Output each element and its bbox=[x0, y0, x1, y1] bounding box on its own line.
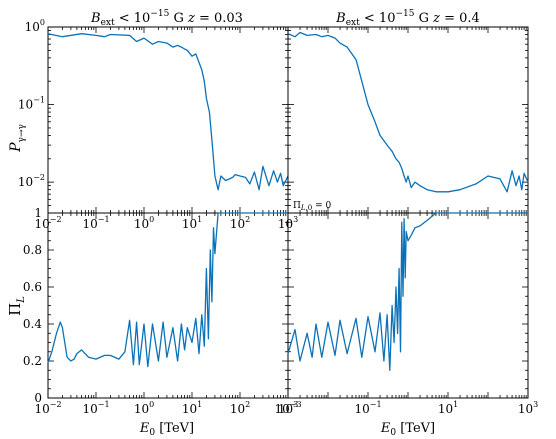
plot-frame bbox=[47, 26, 289, 214]
x-tick-label: 102 bbox=[230, 400, 250, 416]
x-tick-label: 10−2 bbox=[34, 215, 61, 231]
plot-frame bbox=[287, 26, 529, 214]
panel-top-right bbox=[287, 26, 529, 214]
series-line-top-right bbox=[287, 31, 529, 193]
x-tick-label: 10−1 bbox=[82, 215, 109, 231]
x-tick-label: 10−1 bbox=[82, 400, 109, 416]
x-tick-label: 101 bbox=[182, 215, 202, 231]
x-tick-label: 10−3 bbox=[274, 400, 301, 416]
y-tick-label: 100 bbox=[25, 18, 45, 34]
ylabel-bottom: ΠL bbox=[6, 296, 27, 316]
y-tick-label: 0.4 bbox=[23, 317, 42, 331]
y-tick-label: 0.8 bbox=[23, 243, 42, 257]
series-line-top-left bbox=[47, 33, 289, 191]
y-tick-label: 0.6 bbox=[23, 280, 42, 294]
x-tick-label: 103 bbox=[278, 215, 298, 231]
series-line-bottom-left bbox=[47, 212, 288, 368]
y-tick-label: 10−2 bbox=[18, 173, 45, 189]
y-tick-label: 1 bbox=[34, 206, 42, 220]
panel-top-left: 10−2 10−1 100 101 102 103 10−2 10−1 100 bbox=[18, 18, 298, 231]
x-tick-label: 102 bbox=[230, 215, 250, 231]
y-tick-label: 0.2 bbox=[23, 354, 42, 368]
panel-bottom-right: 10−3 10−1 101 103 bbox=[274, 212, 538, 416]
x-tick-label: 103 bbox=[518, 400, 538, 416]
x-tick-label: 10−2 bbox=[34, 400, 61, 416]
annotation-pi-l0: ΠL,0 = 0 bbox=[293, 201, 331, 212]
plot-frame bbox=[47, 212, 289, 399]
x-tick-label: 100 bbox=[134, 215, 154, 231]
x-tick-label: 103 bbox=[278, 400, 298, 416]
xlabel-right: E0 [TeV] bbox=[380, 421, 435, 438]
series-line-bottom-right bbox=[287, 212, 528, 371]
y-tick-label: 10−1 bbox=[18, 96, 45, 112]
x-tick-label: 10−1 bbox=[354, 400, 381, 416]
title-left: Bext < 10−15 G z = 0.03 bbox=[90, 9, 243, 28]
ylabel-top: Pγ→γ bbox=[8, 124, 27, 153]
x-tick-label: 101 bbox=[182, 400, 202, 416]
y-tick-label: 0 bbox=[34, 391, 42, 405]
title-right: Bext < 10−15 G z = 0.4 bbox=[335, 9, 480, 28]
x-tick-label: 100 bbox=[134, 400, 154, 416]
panel-bottom-left: 10−2 10−1 100 101 102 103 0 0.2 0.4 0.6 0.8 1 bbox=[23, 206, 298, 416]
xlabel-left: E0 [TeV] bbox=[139, 421, 194, 438]
x-tick-label: 101 bbox=[438, 400, 458, 416]
